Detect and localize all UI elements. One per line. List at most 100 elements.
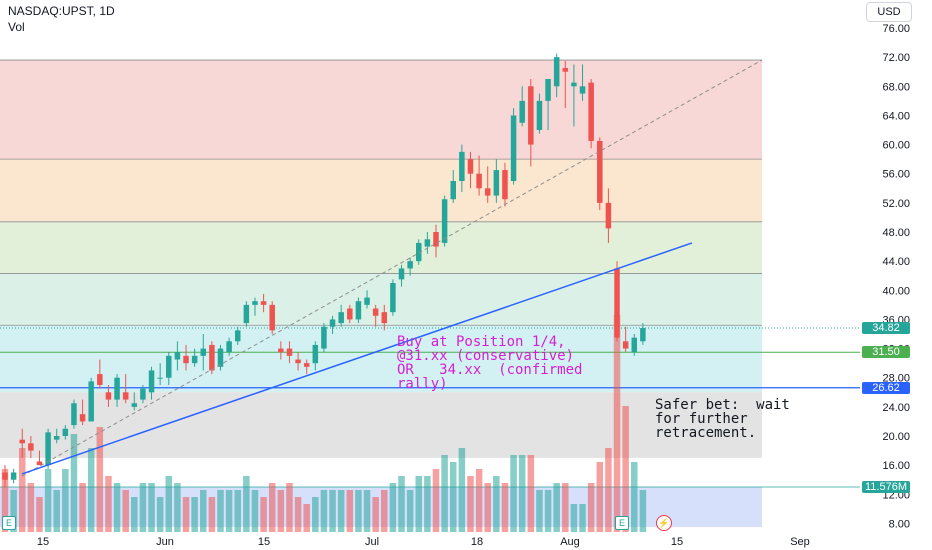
- x-tick-label: Jul: [365, 536, 379, 548]
- price-zone-band: [0, 60, 762, 160]
- candle-body: [243, 304, 250, 324]
- volume-bar: [458, 448, 466, 532]
- candle-body: [338, 312, 344, 324]
- candle-body: [433, 232, 439, 247]
- earnings-icon[interactable]: E: [2, 516, 16, 530]
- price-zone-band: [0, 159, 762, 222]
- volume-bar: [113, 483, 121, 532]
- volume-bar: [493, 476, 500, 532]
- candle-body: [278, 348, 284, 353]
- y-tick-label: 72.00: [882, 52, 910, 64]
- candle-body: [597, 140, 603, 203]
- volume-bar: [148, 483, 155, 532]
- symbol-title[interactable]: NASDAQ:UPST, 1D: [8, 4, 115, 18]
- volume-bar: [355, 490, 362, 532]
- candle-body: [36, 461, 43, 466]
- safer-bet-annotation[interactable]: Safer bet: wait for further retracement.: [655, 397, 790, 441]
- candle-body: [502, 170, 508, 200]
- candle-body: [329, 319, 336, 327]
- y-tick-label: 48.00: [882, 227, 910, 239]
- buy-annotation[interactable]: Buy at Position 1/4, @31.xx (conservativ…: [397, 334, 583, 392]
- candle-body: [62, 428, 69, 437]
- x-tick-label: Aug: [560, 536, 580, 548]
- volume-bar: [363, 490, 371, 532]
- volume-bar: [424, 476, 431, 532]
- volume-bar: [122, 490, 129, 532]
- candle-body: [286, 348, 293, 356]
- price-zone-band: [0, 325, 762, 393]
- candle-body: [622, 341, 629, 349]
- candle-body: [174, 352, 181, 360]
- y-tick-label: 16.00: [882, 460, 910, 472]
- candle-body: [579, 86, 586, 94]
- dashed-trend-line: [21, 59, 763, 477]
- volume-bar: [432, 469, 440, 532]
- candle-body: [398, 268, 405, 280]
- candle-body: [2, 472, 8, 480]
- candle-body: [459, 151, 465, 182]
- candle-body: [355, 301, 362, 320]
- volume-bar: [389, 483, 397, 532]
- volume-bar: [268, 483, 276, 532]
- candle-body: [191, 355, 198, 364]
- candle-body: [528, 86, 534, 145]
- candle-body: [252, 301, 258, 305]
- volume-bar: [139, 483, 147, 532]
- volume-bar: [536, 490, 543, 532]
- candle-body: [614, 268, 620, 338]
- trendline-price-label: 26.62: [862, 381, 910, 394]
- candle-body: [209, 344, 215, 371]
- candle-body: [234, 330, 241, 342]
- volume-bar: [303, 504, 310, 532]
- volume-bar: [208, 497, 216, 532]
- volume-bar: [165, 476, 173, 532]
- volume-bar: [605, 448, 612, 532]
- volume-value-label: 11.576M: [862, 481, 910, 494]
- volume-bar: [96, 427, 104, 532]
- volume-bar: [36, 497, 43, 532]
- candle-body: [441, 199, 448, 243]
- volume-bar: [596, 462, 604, 532]
- bolt-icon[interactable]: ⚡: [656, 515, 672, 531]
- volume-bar: [544, 490, 552, 532]
- x-tick-label: 15: [671, 536, 683, 548]
- candle-body: [372, 308, 379, 316]
- candle-body: [416, 242, 422, 262]
- y-tick-label: 52.00: [882, 198, 910, 210]
- candle-body: [312, 344, 319, 364]
- candle-body: [536, 100, 543, 131]
- candle-body: [45, 432, 51, 466]
- earnings-icon[interactable]: E: [615, 516, 629, 530]
- candle-body: [140, 388, 146, 400]
- volume-bar: [294, 497, 302, 532]
- y-tick-label: 64.00: [882, 110, 910, 122]
- volume-bar: [200, 490, 207, 532]
- candle-body: [131, 403, 138, 407]
- last-price-label: 34.82: [862, 322, 910, 335]
- candle-body: [493, 170, 500, 196]
- candle-body: [450, 181, 456, 200]
- volume-bar: [501, 483, 509, 532]
- volume-bar: [312, 497, 319, 532]
- y-tick-label: 20.00: [882, 431, 910, 443]
- volume-bar: [337, 490, 345, 532]
- candle-body: [424, 239, 431, 247]
- volume-bar: [10, 490, 17, 532]
- y-tick-label: 8.00: [889, 518, 910, 530]
- candle-body: [321, 326, 327, 349]
- volume-bar: [415, 476, 423, 532]
- volume-bar: [639, 490, 647, 532]
- volume-bar: [518, 455, 526, 532]
- candle-body: [381, 312, 388, 324]
- candle-body: [519, 100, 525, 123]
- volume-bar: [527, 455, 535, 532]
- volume-bar: [182, 497, 190, 532]
- price-zone-band: [0, 273, 762, 326]
- x-tick-label: Jun: [156, 536, 174, 548]
- candle-body: [269, 304, 275, 331]
- currency-selector[interactable]: USD: [866, 2, 912, 22]
- volume-bar: [406, 490, 414, 532]
- y-tick-label: 68.00: [882, 81, 910, 93]
- candle-body: [364, 297, 370, 305]
